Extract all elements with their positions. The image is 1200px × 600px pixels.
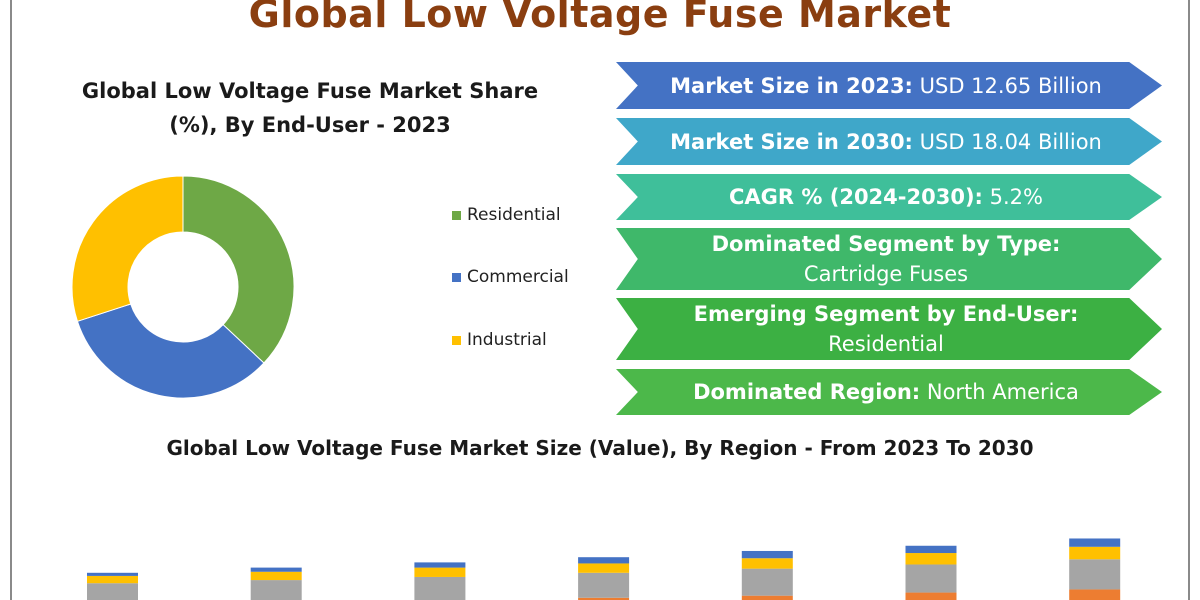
stat-label: Emerging Segment by End-User: bbox=[693, 302, 1079, 326]
bar-segment-5-4 bbox=[741, 550, 793, 559]
stat-label: Dominated Segment by Type: bbox=[711, 232, 1061, 256]
bar-chart-title: Global Low Voltage Fuse Market Size (Val… bbox=[166, 436, 1034, 460]
bar-segment-6-4 bbox=[905, 545, 957, 554]
stacked-bar-chart bbox=[87, 538, 1121, 600]
bar-segment-6-3 bbox=[905, 553, 957, 565]
main-title: Global Low Voltage Fuse Market bbox=[248, 0, 952, 36]
stat-banner-cagr: CAGR % (2024-2030): 5.2% bbox=[616, 174, 1162, 220]
legend-swatch-industrial bbox=[452, 335, 461, 345]
frame-left-border bbox=[10, 0, 12, 600]
stat-banner-market-size-2023: Market Size in 2023: USD 12.65 Billion bbox=[616, 62, 1162, 109]
stat-value: Residential bbox=[828, 332, 944, 356]
bar-segment-2-2 bbox=[250, 580, 302, 600]
legend-label-residential: Residential bbox=[467, 205, 561, 225]
legend-item-commercial: Commercial bbox=[452, 267, 569, 287]
stat-banner-market-size-2030: Market Size in 2030: USD 18.04 Billion bbox=[616, 118, 1162, 165]
frame-right-border bbox=[1188, 0, 1190, 600]
donut-chart-title-line1: Global Low Voltage Fuse Market Share bbox=[81, 79, 539, 103]
donut-chart-title-line2: (%), By End-User - 2023 bbox=[169, 113, 451, 137]
bar-segment-5-1 bbox=[741, 595, 793, 600]
bar-segment-3-2 bbox=[414, 576, 466, 600]
donut-chart-title: Global Low Voltage Fuse Market Share (%)… bbox=[60, 74, 560, 142]
bar-segment-1-3 bbox=[87, 575, 138, 584]
bar-segment-7-4 bbox=[1069, 538, 1121, 547]
donut-slice-industrial bbox=[71, 175, 184, 322]
stat-value: USD 18.04 Billion bbox=[912, 129, 1102, 154]
bar-segment-7-3 bbox=[1069, 546, 1121, 560]
bar-segment-4-4 bbox=[578, 557, 630, 564]
stat-value: USD 12.65 Billion bbox=[912, 73, 1102, 98]
donut-chart bbox=[71, 175, 295, 399]
legend-swatch-residential bbox=[452, 210, 461, 220]
bar-segment-7-1 bbox=[1069, 589, 1121, 600]
bar-segment-5-2 bbox=[741, 568, 793, 596]
legend-label-commercial: Commercial bbox=[467, 267, 569, 287]
bar-segment-6-2 bbox=[905, 564, 957, 593]
stat-label: Dominated Region: bbox=[693, 380, 921, 404]
stat-banner-dominated-region: Dominated Region: North America bbox=[616, 369, 1162, 415]
stat-label: Market Size in 2023: bbox=[670, 73, 913, 98]
stat-banner-dominated-type: Dominated Segment by Type: Cartridge Fus… bbox=[616, 228, 1162, 290]
bar-segment-4-2 bbox=[578, 572, 630, 598]
legend-item-industrial: Industrial bbox=[452, 330, 547, 350]
stat-label: CAGR % (2024-2030): bbox=[729, 185, 983, 209]
bar-segment-6-1 bbox=[905, 592, 957, 600]
bar-segment-4-1 bbox=[578, 597, 630, 600]
legend-item-residential: Residential bbox=[452, 205, 561, 225]
bar-segment-4-3 bbox=[578, 563, 630, 573]
stat-banner-emerging-end-user: Emerging Segment by End-User: Residentia… bbox=[616, 298, 1162, 360]
stat-value: North America bbox=[920, 380, 1079, 404]
bar-segment-3-3 bbox=[414, 567, 466, 577]
stat-label: Market Size in 2030: bbox=[670, 129, 913, 154]
bar-segment-7-2 bbox=[1069, 559, 1121, 590]
donut-slice-commercial bbox=[76, 303, 265, 399]
bar-segment-1-2 bbox=[87, 583, 138, 600]
legend-swatch-commercial bbox=[452, 272, 461, 282]
stat-value: Cartridge Fuses bbox=[803, 262, 969, 286]
bar-segment-1-4 bbox=[87, 572, 138, 576]
legend-label-industrial: Industrial bbox=[467, 330, 547, 350]
bar-segment-3-4 bbox=[414, 562, 466, 568]
key-stats-panel: Market Size in 2023: USD 12.65 Billion M… bbox=[616, 62, 1162, 418]
donut-slice-residential bbox=[182, 175, 295, 364]
bar-segment-5-3 bbox=[741, 558, 793, 569]
bar-segment-2-4 bbox=[250, 567, 302, 572]
stat-value: 5.2% bbox=[982, 185, 1043, 209]
bar-segment-2-3 bbox=[250, 571, 302, 581]
